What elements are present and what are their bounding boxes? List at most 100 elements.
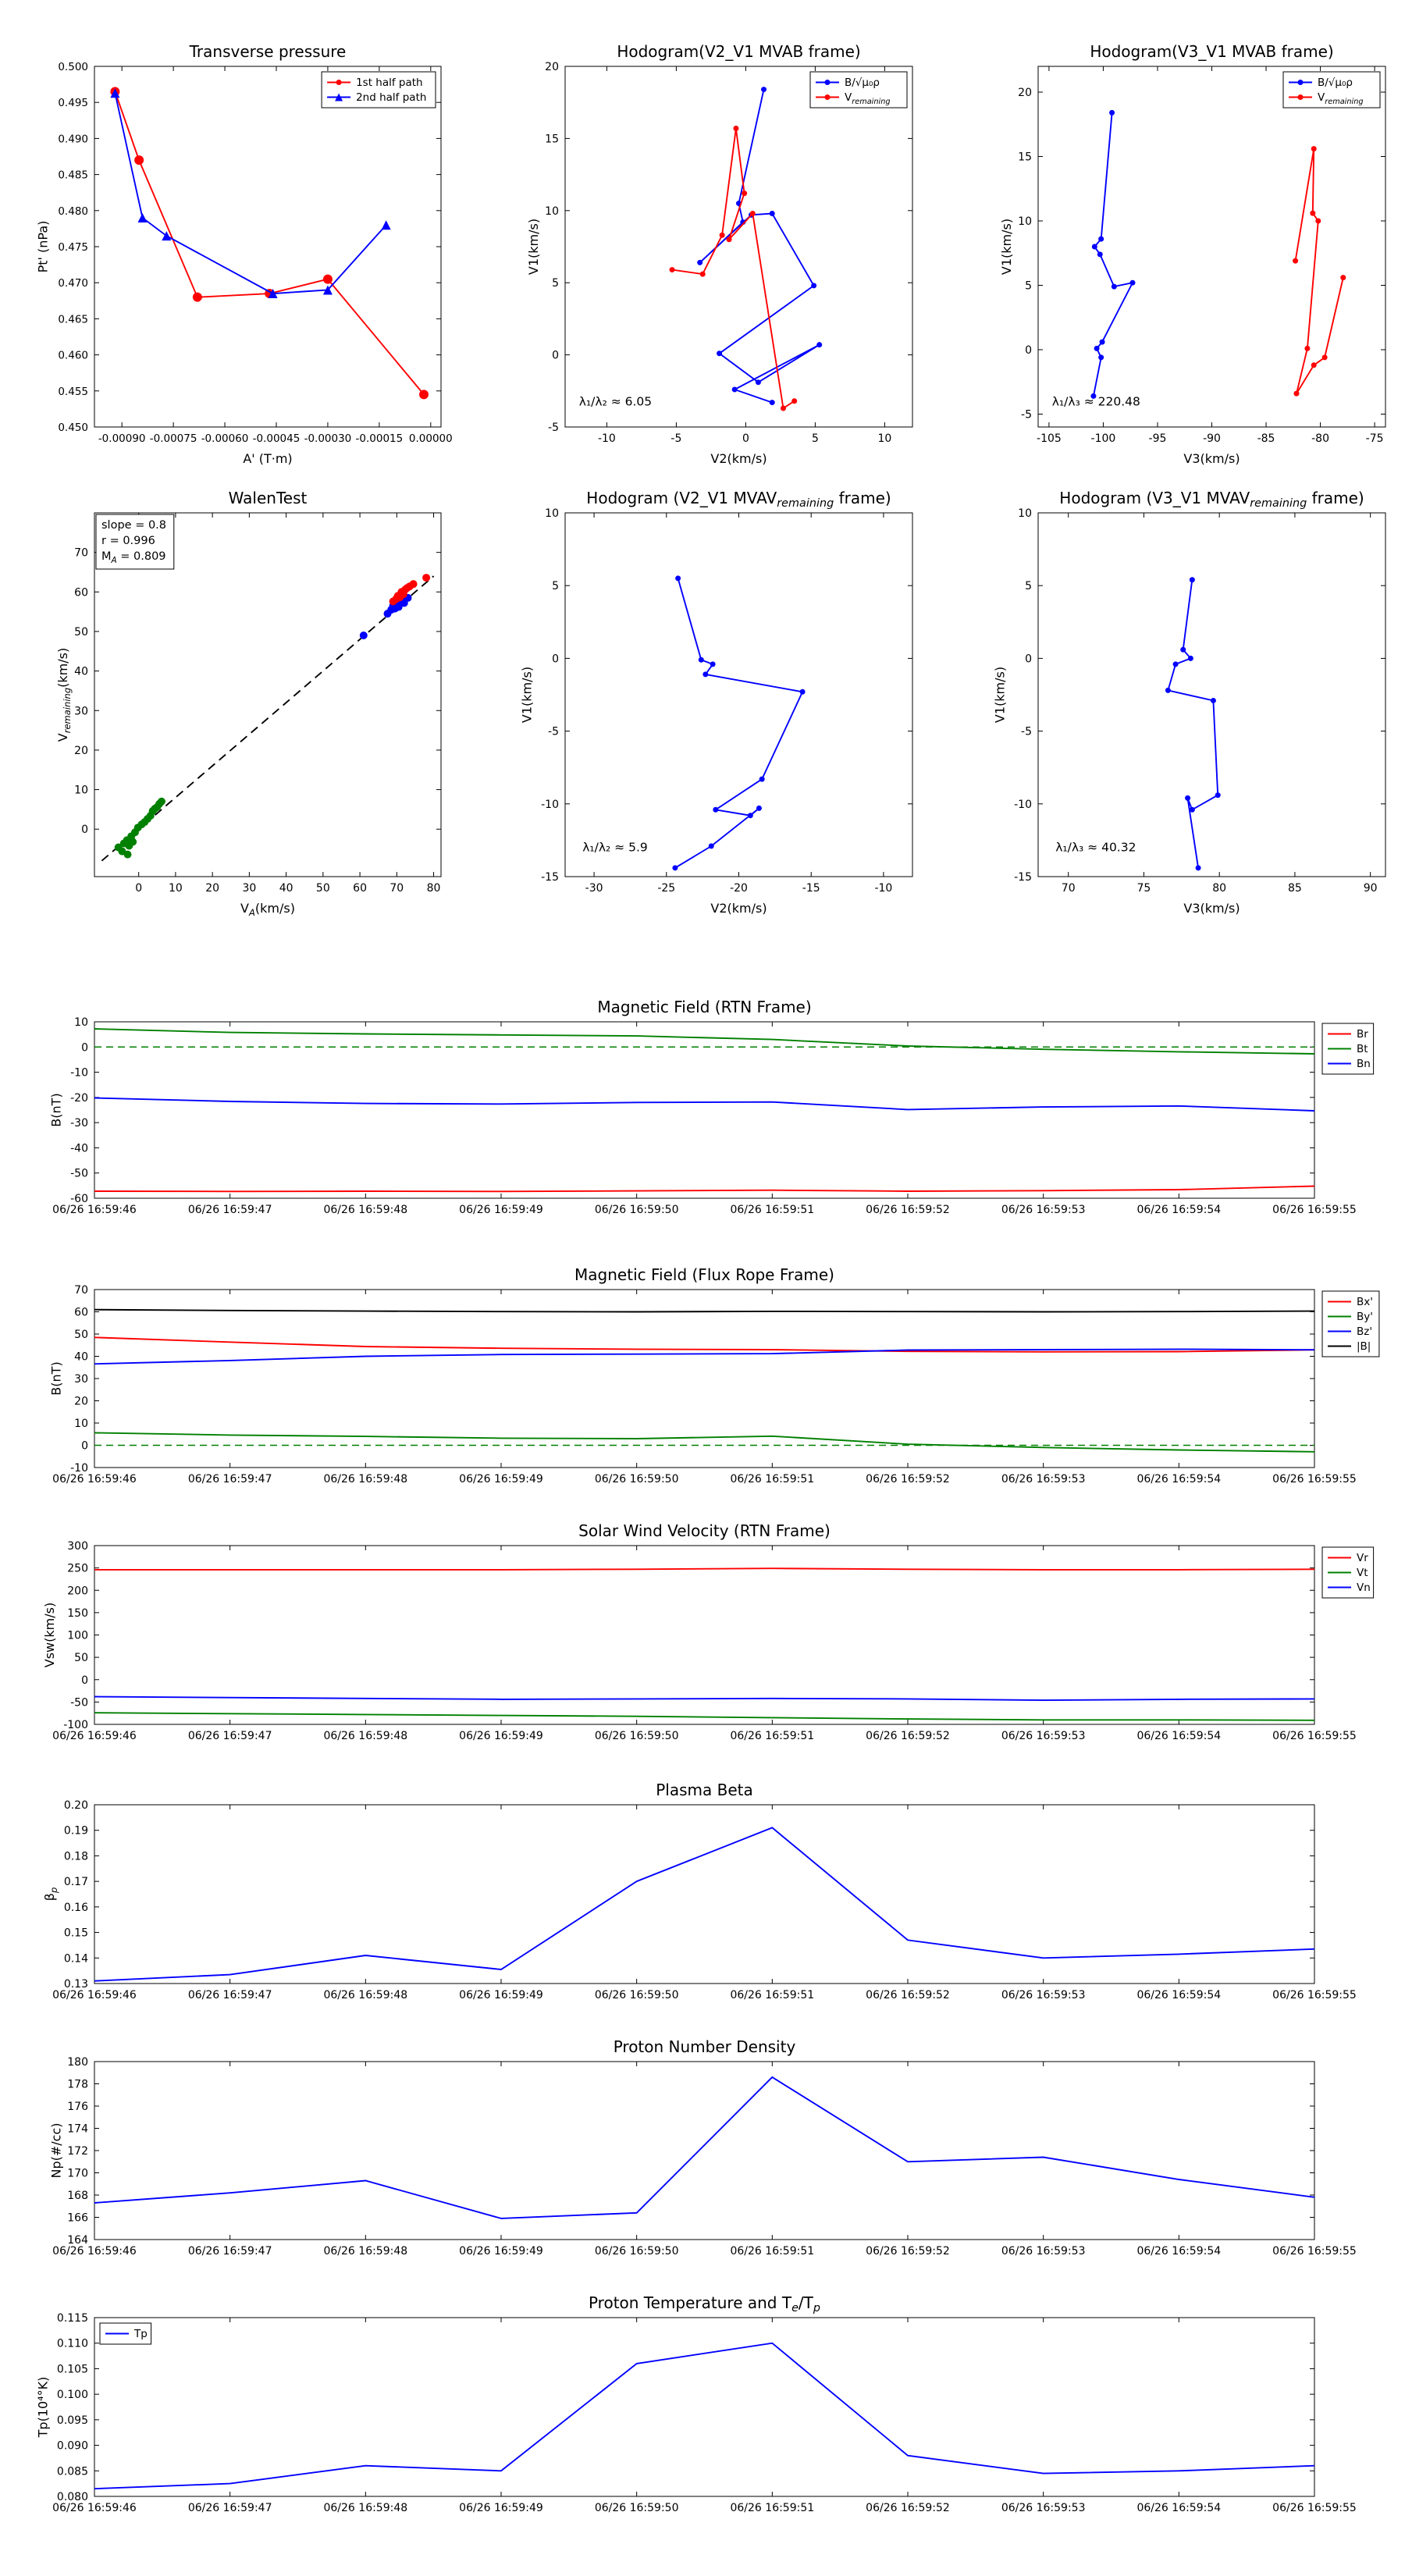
y-axis-label: βp — [42, 1888, 59, 1902]
point-marker — [719, 232, 725, 238]
y-tick-label: 5 — [1025, 580, 1032, 592]
y-axis-label: B(nT) — [49, 1093, 64, 1126]
x-tick-label: 06/26 16:59:46 — [52, 2502, 137, 2514]
series-Bz' — [94, 1348, 1315, 1365]
series-Tp — [94, 2342, 1315, 2490]
point-marker — [710, 661, 716, 667]
point-marker — [1210, 697, 1216, 703]
x-tick-label: 06/26 16:59:49 — [459, 1204, 543, 1216]
point-marker — [1311, 146, 1317, 152]
x-tick-label: 06/26 16:59:55 — [1272, 1204, 1357, 1216]
point-marker — [769, 400, 775, 406]
y-tick-label: 100 — [67, 1630, 88, 1642]
series-Bt — [94, 1028, 1315, 1055]
x-tick-label: 06/26 16:59:54 — [1136, 2502, 1221, 2514]
legend: B/√μ₀ρ Vremaining — [809, 71, 908, 109]
chart-walen_test: 0 10 20 30 40 50 60 70 80 0 10 20 30 40 50 60 70 WalenTes… — [55, 489, 442, 918]
chart-title: Magnetic Field (Flux Rope Frame) — [574, 1265, 834, 1284]
point-marker — [1172, 661, 1179, 667]
legend: Br Bt Bn — [1321, 1023, 1375, 1075]
point-marker — [1189, 577, 1195, 583]
point-marker — [157, 797, 165, 806]
series-Vr — [94, 1567, 1315, 1571]
x-tick-label: 70 — [389, 882, 404, 895]
x-tick-label: 06/26 16:59:49 — [459, 1989, 543, 2001]
y-tick-label: 5 — [1025, 280, 1032, 293]
point-marker — [123, 850, 132, 859]
axes-frame — [94, 2317, 1315, 2497]
point-marker — [1321, 354, 1328, 361]
y-tick-label: 150 — [67, 1607, 88, 1620]
y-tick-label: 10 — [1018, 507, 1032, 520]
point-marker — [702, 671, 709, 678]
y-tick-label: 0.115 — [57, 2312, 88, 2325]
triangle-marker — [162, 231, 172, 241]
point-marker — [780, 405, 786, 411]
triangle-marker — [110, 88, 120, 98]
point-marker — [824, 80, 831, 85]
x-tick-label: 30 — [242, 882, 256, 895]
axes-frame — [1037, 512, 1386, 877]
x-tick-label: 06/26 16:59:50 — [595, 1204, 679, 1216]
y-tick-label: 170 — [67, 2168, 88, 2180]
x-tick-label: -85 — [1257, 432, 1275, 445]
annotation: λ₁/λ₂ ≈ 5.9 — [582, 840, 648, 854]
x-tick-label: 06/26 16:59:55 — [1272, 1989, 1357, 2001]
x-axis-label: VA(km/s) — [240, 901, 295, 918]
point-marker — [1340, 275, 1346, 281]
x-tick-label: -10 — [874, 882, 892, 895]
point-marker — [1185, 795, 1191, 801]
x-tick-label: 06/26 16:59:53 — [1001, 1989, 1086, 2001]
point-marker — [669, 267, 675, 273]
y-tick-label: 178 — [67, 2079, 88, 2091]
point-marker — [409, 580, 418, 589]
x-tick-label: 40 — [279, 882, 293, 895]
y-axis-label: Tp(10⁴°K) — [36, 2377, 51, 2439]
triangle-marker — [268, 289, 278, 299]
axes-frame — [94, 1545, 1315, 1725]
x-tick-label: 90 — [1364, 882, 1378, 895]
x-tick-label: -30 — [585, 882, 603, 895]
y-tick-label: 0 — [552, 653, 559, 665]
x-tick-label: 5 — [812, 432, 819, 445]
y-tick-label: 300 — [67, 1540, 88, 1553]
y-axis-label: Vremaining(km/s) — [55, 648, 73, 742]
y-tick-label: 174 — [67, 2123, 88, 2136]
y-tick-label: 0.17 — [64, 1876, 88, 1888]
series-V3V1-path — [1167, 579, 1219, 868]
series-fit-line — [101, 575, 435, 862]
x-tick-label: 06/26 16:59:53 — [1001, 1204, 1086, 1216]
x-tick-label: 06/26 16:59:51 — [730, 2502, 814, 2514]
x-tick-label: 10 — [169, 882, 183, 895]
chart-title: Hodogram (V3_V1 MVAVremaining frame) — [1059, 489, 1364, 510]
series-Bn — [94, 1097, 1315, 1112]
y-tick-label: 0.085 — [57, 2465, 88, 2478]
point-marker — [192, 292, 202, 302]
series-By' — [94, 1432, 1315, 1453]
y-tick-label: 0.18 — [64, 1850, 88, 1863]
y-tick-label: 0.480 — [58, 205, 88, 218]
y-tick-label: 0 — [1025, 344, 1032, 357]
point-marker — [791, 398, 798, 404]
legend-label: Bz' — [1357, 1325, 1372, 1338]
point-marker — [134, 155, 144, 165]
x-tick-label: 06/26 16:59:50 — [595, 2245, 679, 2258]
x-tick-label: 06/26 16:59:52 — [866, 1730, 950, 1742]
y-axis-label: Pt' (nPa) — [36, 221, 51, 273]
point-marker — [726, 237, 732, 243]
point-marker — [1297, 80, 1304, 85]
x-tick-label: 06/26 16:59:50 — [595, 1730, 679, 1742]
y-tick-label: 168 — [67, 2190, 88, 2202]
x-tick-label: 06/26 16:59:49 — [459, 1730, 543, 1742]
series-2nd half path — [114, 92, 387, 295]
y-tick-label: -15 — [1014, 871, 1032, 884]
point-marker — [769, 210, 775, 216]
triangle-marker — [137, 213, 148, 223]
series-Br — [94, 1185, 1315, 1193]
legend-label: Br — [1357, 1028, 1368, 1041]
chart-mag_flux_rope: 06/26 16:59:46 06/26 16:59:47 06/26 16:59:… — [49, 1265, 1380, 1485]
x-tick-label: 06/26 16:59:54 — [1136, 1204, 1221, 1216]
y-tick-label: 0.455 — [58, 386, 88, 398]
x-tick-label: 60 — [353, 882, 367, 895]
point-marker — [1187, 655, 1193, 661]
